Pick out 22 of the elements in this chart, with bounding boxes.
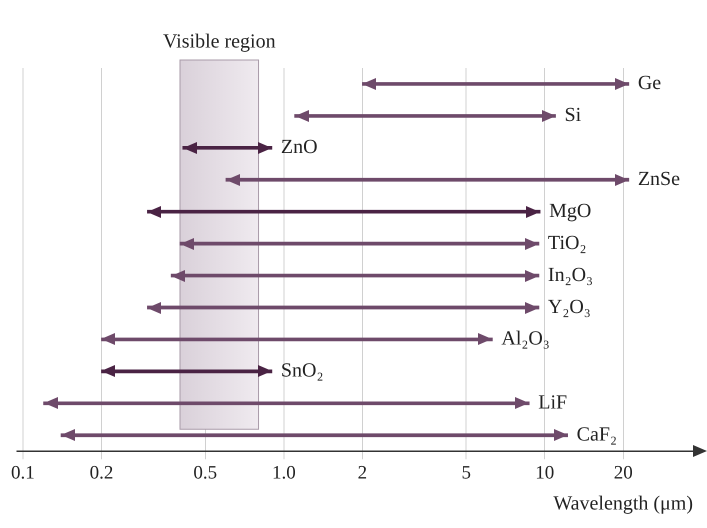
y-tick-label: Al₂O₃ — [501, 328, 550, 350]
x-tick-label: 5 — [461, 462, 471, 484]
y-tick-label: SnO₂ — [280, 360, 324, 382]
x-tick-label: 2 — [358, 462, 368, 484]
x-tick-label: 0.1 — [11, 462, 35, 484]
y-tick-label: In₂O₃ — [548, 264, 593, 286]
y-tick-label: Y₂O₃ — [548, 296, 591, 318]
band-label: Visible region — [162, 30, 276, 52]
y-tick-label: Ge — [638, 72, 662, 94]
y-tick-label: ZnSe — [638, 168, 680, 190]
y-tick-label: ZnO — [280, 136, 318, 158]
x-tick-label: 20 — [614, 462, 633, 484]
x-tick-label: 0.5 — [193, 462, 218, 484]
y-tick-label: Si — [564, 104, 582, 126]
x-axis-title: Wavelength (μm) — [553, 492, 693, 514]
x-tick-label: 1.0 — [272, 462, 296, 484]
x-tick-label: 0.2 — [90, 462, 114, 484]
y-tick-label: LiF — [538, 392, 568, 414]
y-tick-label: MgO — [549, 200, 592, 222]
y-tick-label: TiO₂ — [548, 232, 586, 254]
x-tick-label: 10 — [535, 462, 554, 484]
y-tick-label: CaF₂ — [576, 423, 617, 446]
